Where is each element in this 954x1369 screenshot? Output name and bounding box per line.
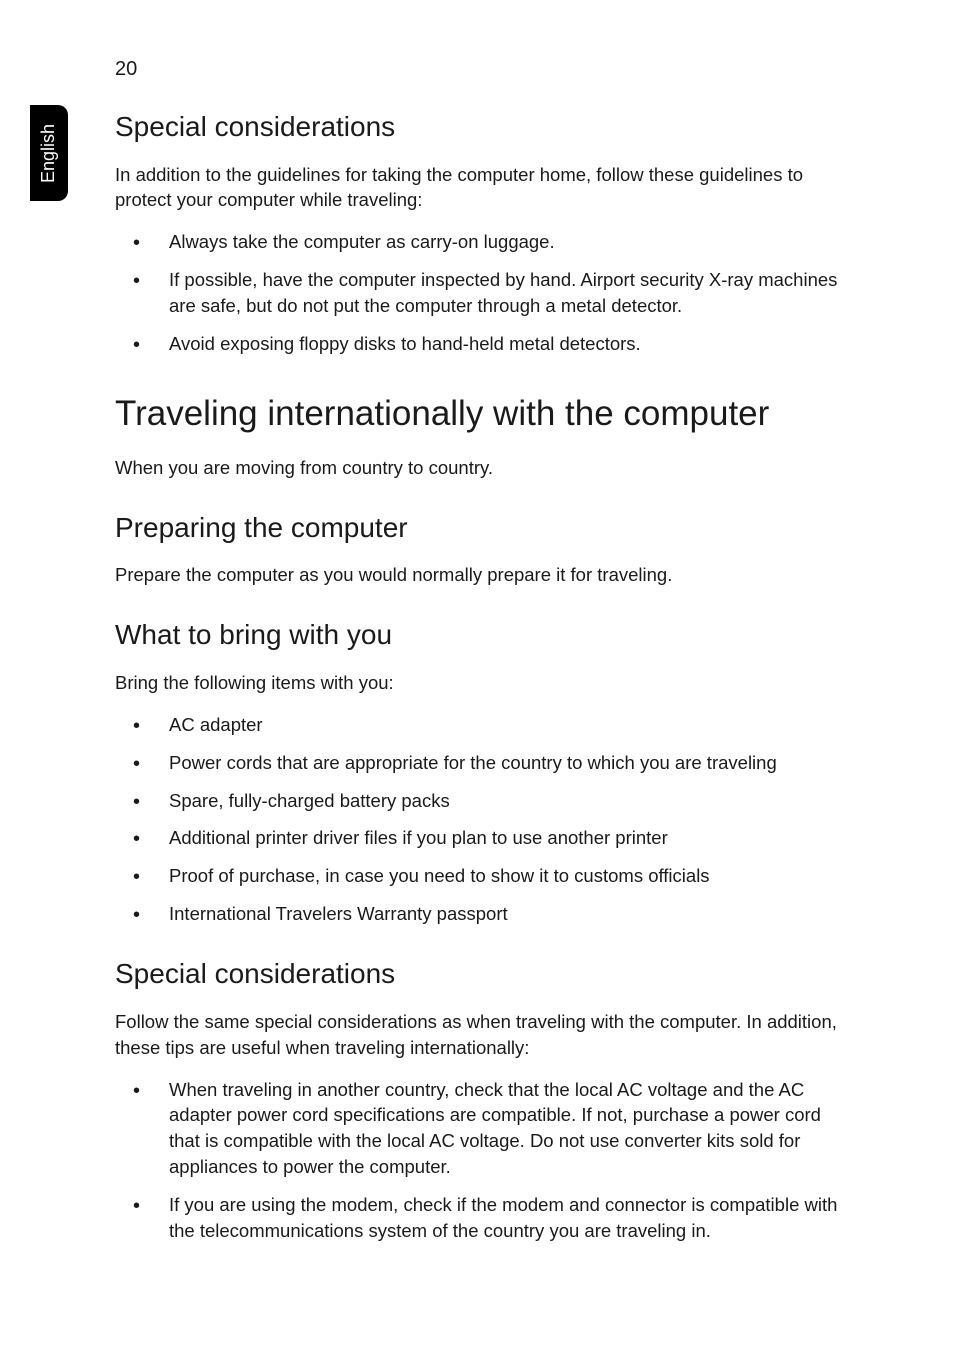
para-s3: Prepare the computer as you would normal… [115, 562, 855, 588]
list-item: Power cords that are appropriate for the… [115, 750, 855, 776]
list-item: Additional printer driver files if you p… [115, 825, 855, 851]
list-s1: Always take the computer as carry-on lug… [115, 229, 855, 357]
language-tab-label: English [39, 123, 60, 182]
section-what-to-bring: What to bring with you Bring the followi… [115, 618, 855, 927]
page-content: Special considerations In addition to th… [115, 110, 855, 1274]
page-number: 20 [115, 58, 137, 81]
list-item: If possible, have the computer inspected… [115, 267, 855, 319]
list-item: When traveling in another country, check… [115, 1077, 855, 1181]
para-s4: Bring the following items with you: [115, 670, 855, 696]
list-item: AC adapter [115, 712, 855, 738]
para-s5: Follow the same special considerations a… [115, 1009, 855, 1061]
list-item: International Travelers Warranty passpor… [115, 901, 855, 927]
language-tab: English [30, 105, 68, 201]
heading-traveling-internationally: Traveling internationally with the compu… [115, 393, 855, 435]
list-item: Proof of purchase, in case you need to s… [115, 863, 855, 889]
heading-preparing-computer: Preparing the computer [115, 511, 855, 545]
list-s5: When traveling in another country, check… [115, 1077, 855, 1244]
section-preparing-computer: Preparing the computer Prepare the compu… [115, 511, 855, 588]
list-item: Always take the computer as carry-on lug… [115, 229, 855, 255]
para-s2: When you are moving from country to coun… [115, 455, 855, 481]
list-item: If you are using the modem, check if the… [115, 1192, 855, 1244]
list-item: Spare, fully-charged battery packs [115, 788, 855, 814]
section-special-considerations-2: Special considerations Follow the same s… [115, 957, 855, 1244]
list-s4: AC adapter Power cords that are appropri… [115, 712, 855, 927]
section-special-considerations-1: Special considerations In addition to th… [115, 110, 855, 357]
heading-special-considerations-2: Special considerations [115, 957, 855, 991]
heading-special-considerations-1: Special considerations [115, 110, 855, 144]
section-traveling-internationally: Traveling internationally with the compu… [115, 393, 855, 481]
heading-what-to-bring: What to bring with you [115, 618, 855, 652]
list-item: Avoid exposing floppy disks to hand-held… [115, 331, 855, 357]
para-s1: In addition to the guidelines for taking… [115, 162, 855, 214]
